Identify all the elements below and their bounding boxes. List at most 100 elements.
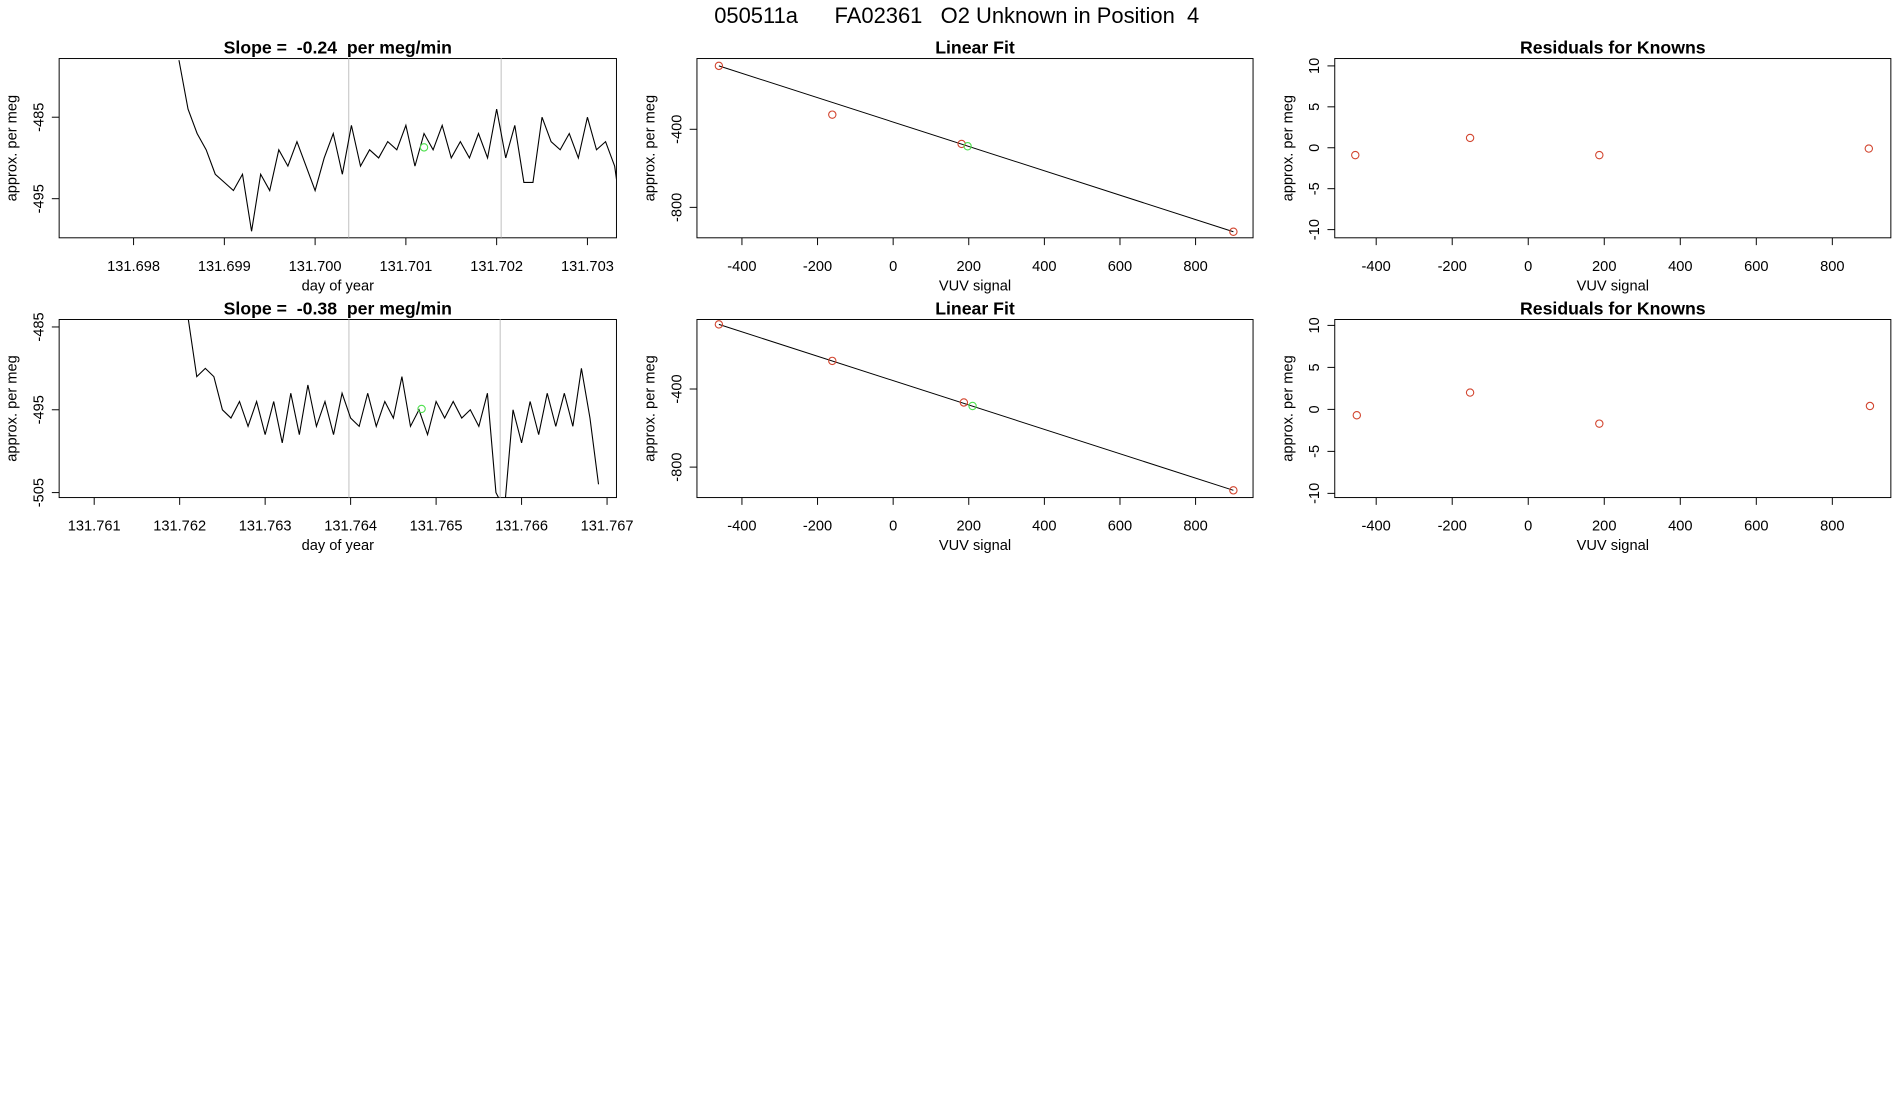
x-tick-label: 400	[1032, 519, 1056, 535]
x-tick-label: -200	[1438, 259, 1467, 275]
x-tick-label: -400	[1362, 519, 1391, 535]
plot-area	[1351, 133, 1874, 160]
y-tick-label: -800	[669, 452, 685, 481]
data-point	[828, 356, 837, 366]
data-line	[178, 60, 617, 232]
x-tick-label: 131.764	[324, 519, 377, 535]
panel-title: Slope = -0.24 per meg/min	[224, 37, 452, 57]
y-axis-label: approx. per meg	[642, 95, 658, 201]
x-tick-label: 131.698	[107, 259, 160, 275]
y-tick-label: -495	[31, 395, 47, 424]
unknown-point	[419, 143, 429, 152]
x-tick-label: 400	[1668, 519, 1692, 535]
panel: Slope = -0.24 per meg/min day of year appr…	[5, 37, 617, 294]
plot-frame	[696, 319, 1254, 499]
x-tick-label: 200	[957, 259, 981, 275]
x-tick-label: -200	[1438, 519, 1467, 535]
data-point	[1595, 150, 1604, 160]
y-tick-label: -10	[1307, 219, 1323, 240]
data-point	[1865, 401, 1875, 411]
y-tick-label: 0	[1307, 405, 1323, 413]
y-tick-label: -5	[1307, 445, 1323, 458]
panel: Residuals for Knowns VUV signal approx. pe…	[1280, 298, 1892, 554]
data-line	[187, 319, 600, 498]
panel: Linear Fit VUV signal approx. per meg -400 -…	[642, 37, 1254, 294]
x-tick-label: 600	[1744, 519, 1768, 535]
y-tick-label: -5	[1307, 182, 1323, 195]
data-point	[714, 320, 724, 329]
x-tick-label: 131.702	[470, 259, 523, 275]
data-point	[714, 61, 724, 71]
x-tick-label: 131.767	[581, 519, 634, 535]
y-axis-label: approx. per meg	[1280, 95, 1296, 202]
panel: Slope = -0.38 per meg/min day of year appr…	[5, 298, 634, 554]
plot-area	[714, 61, 1238, 236]
unknown-point	[968, 401, 977, 411]
x-tick-label: 131.762	[153, 519, 206, 535]
x-tick-label: 800	[1183, 259, 1207, 275]
data-point	[1465, 133, 1475, 143]
x-tick-label: 131.699	[198, 259, 251, 275]
data-point	[1351, 150, 1360, 160]
y-tick-label: -485	[31, 312, 47, 341]
x-axis-label: VUV signal	[1577, 538, 1649, 554]
y-axis-label: approx. per meg	[1280, 355, 1296, 462]
panel-title: Residuals for Knowns	[1520, 298, 1706, 318]
x-tick-label: 800	[1820, 519, 1844, 535]
x-tick-label: -200	[803, 259, 832, 275]
plot-area	[714, 320, 1238, 495]
y-tick-label: -505	[31, 478, 47, 507]
x-tick-label: 200	[1592, 519, 1616, 535]
y-tick-label: 5	[1307, 103, 1323, 111]
panel-title: Linear Fit	[935, 37, 1015, 57]
data-point	[959, 398, 969, 407]
y-tick-label: -400	[669, 374, 685, 403]
plot-area	[178, 58, 617, 238]
data-point	[1864, 144, 1874, 153]
x-tick-label: 0	[889, 519, 897, 535]
y-tick-label: -400	[669, 115, 685, 144]
x-axis-label: VUV signal	[939, 278, 1011, 294]
x-tick-label: 200	[957, 519, 981, 535]
x-tick-label: -200	[803, 519, 832, 535]
x-tick-label: -400	[727, 519, 756, 535]
plot-frame	[58, 58, 617, 239]
y-axis-label: approx. per meg	[642, 355, 658, 461]
data-point	[1352, 411, 1362, 420]
x-axis-label: day of year	[302, 538, 374, 554]
panel-title: Slope = -0.38 per meg/min	[224, 298, 452, 318]
data-point	[1465, 388, 1475, 397]
y-axis-label: approx. per meg	[5, 355, 21, 462]
x-axis-label: day of year	[302, 278, 374, 294]
x-tick-label: 0	[1524, 519, 1532, 535]
x-tick-label: 400	[1668, 259, 1692, 275]
plot-frame	[58, 319, 617, 499]
y-axis-label: approx. per meg	[5, 95, 21, 202]
x-tick-label: 0	[1524, 259, 1532, 275]
y-tick-label: -800	[669, 193, 685, 222]
page-title: 050511a FA02361 O2 Unknown in Position 4	[714, 3, 1199, 28]
x-tick-label: 800	[1183, 519, 1207, 535]
x-tick-label: 400	[1032, 259, 1056, 275]
data-point	[1229, 486, 1238, 495]
x-tick-label: 131.766	[495, 519, 548, 535]
x-tick-label: -400	[727, 259, 756, 275]
data-point	[828, 110, 837, 119]
y-tick-label: 10	[1307, 58, 1323, 74]
panel: Linear Fit VUV signal approx. per meg -400 -…	[642, 298, 1254, 554]
data-point	[1595, 419, 1604, 428]
unknown-point	[963, 142, 972, 151]
x-tick-label: 0	[889, 259, 897, 275]
x-tick-label: 600	[1108, 519, 1132, 535]
x-tick-label: 131.761	[68, 519, 121, 535]
x-tick-label: 131.765	[410, 519, 463, 535]
plot-area	[187, 319, 600, 498]
x-tick-label: 131.700	[289, 259, 342, 275]
plot-frame	[1334, 319, 1892, 499]
x-tick-label: 800	[1820, 259, 1844, 275]
plot-frame	[1334, 58, 1892, 239]
y-tick-label: 10	[1307, 317, 1323, 333]
x-tick-label: 600	[1108, 259, 1132, 275]
